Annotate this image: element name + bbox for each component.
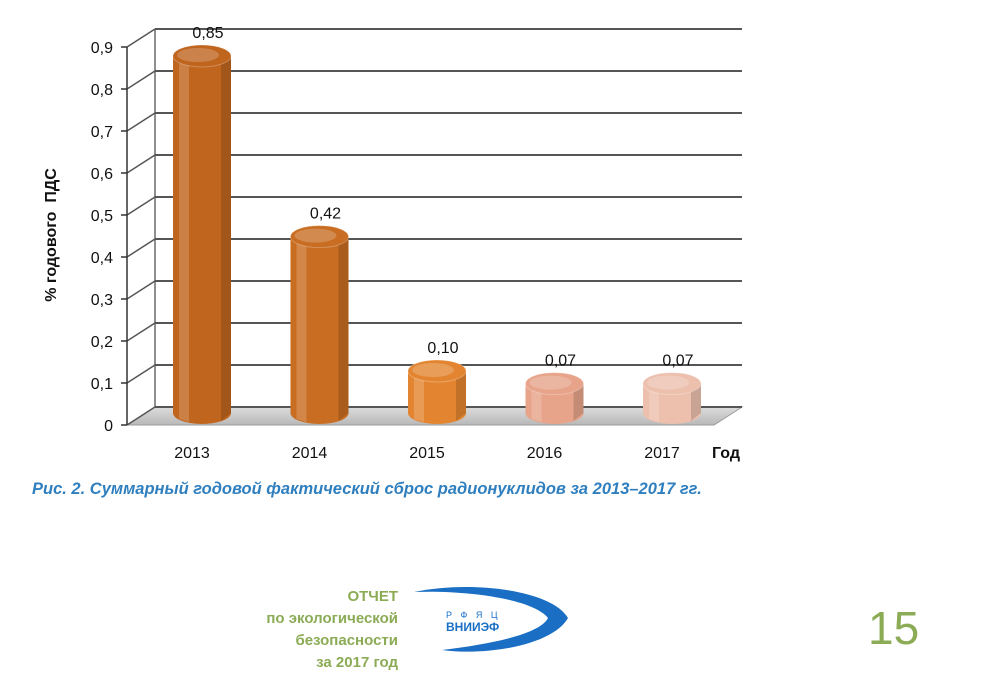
- bar-highlight: [296, 236, 307, 422]
- bar-top: [172, 44, 232, 68]
- x-tick-label: 2015: [409, 445, 445, 462]
- bar-highlight: [414, 371, 424, 422]
- gridline-diagonal: [126, 280, 156, 300]
- bar-shade: [338, 236, 349, 421]
- bar-top: [525, 372, 584, 396]
- data-label: 0,07: [662, 353, 693, 370]
- bar-body: [408, 371, 466, 424]
- bar-top-shine: [177, 48, 219, 62]
- figure-caption: Рис. 2. Суммарный годовой фактический сб…: [32, 480, 702, 498]
- bar-2014: [290, 225, 349, 424]
- gridline-diagonal: [126, 154, 156, 174]
- report-line: за 2017 год: [316, 654, 398, 671]
- gridline-diagonal: [126, 238, 156, 258]
- bar-body: [173, 56, 231, 424]
- bar-2016: [525, 372, 584, 424]
- bar-top-shine: [294, 228, 337, 243]
- bar-highlight: [531, 383, 542, 422]
- bar-body: [290, 236, 349, 424]
- report-title-block: ОТЧЕТ по экологической безопасности за 2…: [266, 586, 398, 674]
- bar-2017: [642, 372, 702, 424]
- x-axis-title: Год: [712, 445, 740, 462]
- bar-chart: 0 0,1 0,2 0,3 0,4 0,5 0,6 0,7 0,8 0,9 0,85 2013 0,4…: [43, 25, 744, 462]
- bar-highlight: [649, 383, 659, 422]
- bar-shade: [573, 383, 584, 421]
- logo-swoosh: [414, 587, 568, 652]
- bar-top-shine: [412, 363, 454, 377]
- page-number: 15: [868, 602, 920, 654]
- y-axis-title: % годового ПДС: [43, 168, 60, 302]
- y-tick-label: 0,7: [91, 124, 113, 141]
- report-line: по экологической: [266, 610, 398, 627]
- y-tick-label: 0,9: [91, 40, 113, 57]
- y-tick-label: 0,4: [91, 250, 113, 267]
- gridline-diagonal: [126, 406, 156, 426]
- x-tick-label: 2017: [644, 445, 680, 462]
- report-line: безопасности: [295, 632, 398, 649]
- x-tick-label: 2014: [292, 445, 328, 462]
- bar-body: [525, 383, 584, 424]
- bar-body: [643, 383, 701, 424]
- x-tick-label: 2013: [174, 445, 210, 462]
- y-tick-label: 0: [104, 418, 113, 435]
- bar-top-shine: [647, 375, 689, 390]
- y-tick-label: 0,6: [91, 166, 113, 183]
- data-label: 0,85: [192, 25, 223, 42]
- bar-shade: [221, 56, 231, 421]
- logo-top-text: Р Ф Я Ц: [446, 610, 501, 620]
- chart-axes: 0 0,1 0,2 0,3 0,4 0,5 0,6 0,7 0,8 0,9: [91, 40, 128, 435]
- bar-highlight: [179, 56, 189, 422]
- x-tick-label: 2016: [527, 445, 563, 462]
- bar-top: [642, 372, 702, 396]
- gridline-diagonal: [126, 28, 156, 48]
- bar-top: [290, 225, 349, 249]
- report-line: ОТЧЕТ: [347, 588, 398, 605]
- y-tick-label: 0,8: [91, 82, 113, 99]
- gridline-diagonal: [126, 70, 156, 90]
- bar-2015: [407, 359, 467, 424]
- y-tick-label: 0,3: [91, 292, 113, 309]
- data-label: 0,42: [310, 206, 341, 223]
- bar-shade: [691, 383, 701, 421]
- bar-top: [407, 359, 467, 383]
- logo-main-text: ВНИИЭФ: [446, 620, 499, 634]
- gridline-diagonal: [126, 112, 156, 132]
- y-tick-label: 0,2: [91, 334, 113, 351]
- bar-shade: [456, 371, 466, 421]
- data-label: 0,10: [427, 340, 458, 357]
- bar-2013: [172, 44, 232, 424]
- gridline-diagonal: [126, 196, 156, 216]
- gridline-diagonal: [126, 322, 156, 342]
- gridline-diagonal: [126, 364, 156, 384]
- bar-top-shine: [529, 375, 572, 390]
- chart-labels: 0,85 2013 0,42 2014 0,10 2015 0,07 2016 0,07 2017: [174, 25, 693, 462]
- rfnc-vniief-logo: Р Ф Я Ц ВНИИЭФ: [414, 587, 568, 652]
- chart-grid: [125, 28, 744, 426]
- y-tick-label: 0,1: [91, 376, 113, 393]
- data-label: 0,07: [545, 353, 576, 370]
- chart-bars: [172, 44, 702, 424]
- y-tick-label: 0,5: [91, 208, 113, 225]
